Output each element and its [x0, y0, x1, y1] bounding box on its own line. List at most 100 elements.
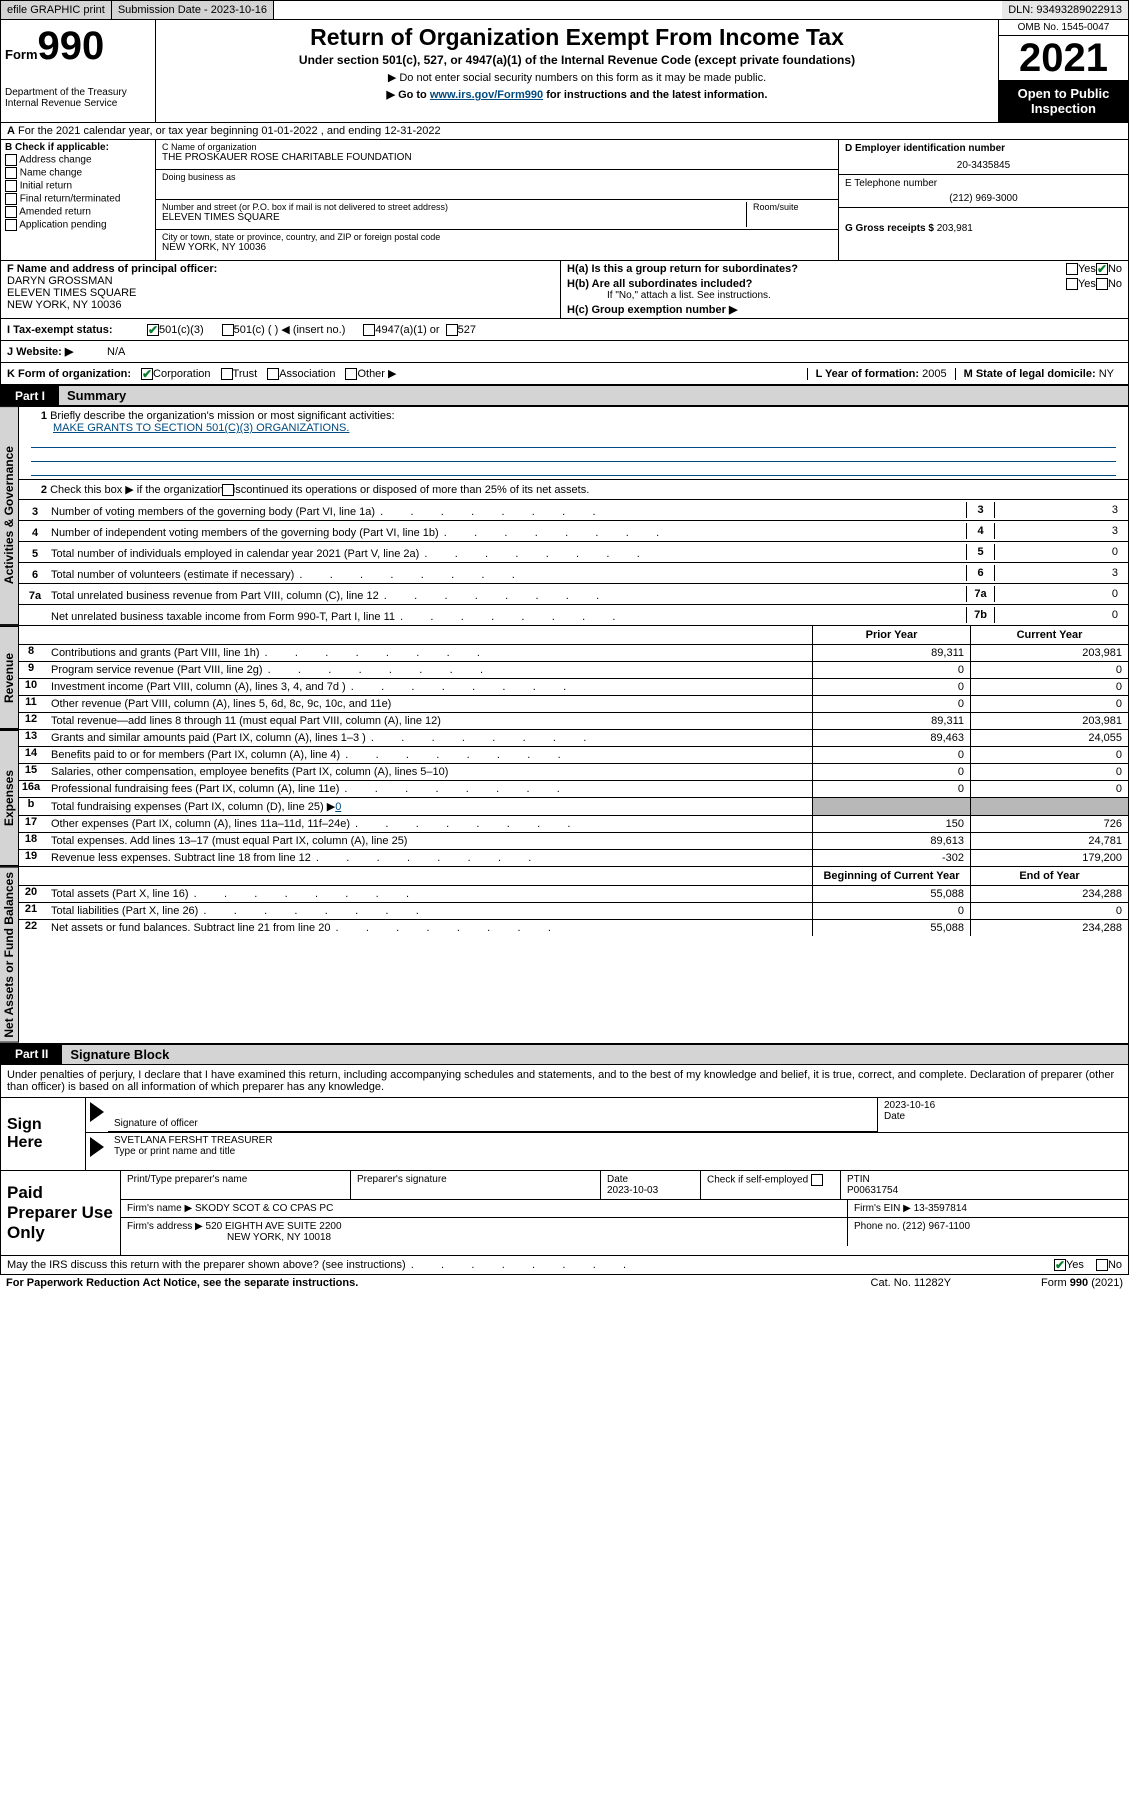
efile-print-button[interactable]: efile GRAPHIC print [1, 1, 112, 19]
tab-net-assets: Net Assets or Fund Balances [0, 867, 19, 1043]
paid-preparer-label: Paid Preparer Use Only [1, 1171, 121, 1255]
form-note-ssn: ▶ Do not enter social security numbers o… [164, 71, 990, 84]
row-a-tax-year: A For the 2021 calendar year, or tax yea… [0, 123, 1129, 140]
l15-p: 0 [812, 764, 970, 780]
col-c-org-info: C Name of organization THE PROSKAUER ROS… [156, 140, 838, 260]
prep-sig-hdr: Preparer's signature [351, 1171, 601, 1199]
l1-text: Briefly describe the organization's miss… [50, 410, 394, 422]
firm-name-label: Firm's name ▶ [127, 1203, 192, 1214]
m-value: NY [1099, 368, 1114, 380]
top-bar: efile GRAPHIC print Submission Date - 20… [0, 0, 1129, 20]
row-a-prefix: A [7, 125, 15, 137]
firm-ein-label: Firm's EIN ▶ [854, 1203, 911, 1214]
part-ii-num: Part II [1, 1045, 62, 1063]
row-j-website: J Website: ▶ N/A [0, 341, 1129, 363]
block-revenue: Revenue Prior YearCurrent Year 8Contribu… [0, 625, 1129, 729]
chk-amended-return[interactable]: Amended return [5, 206, 151, 218]
name-title-label: Type or print name and title [114, 1146, 1122, 1157]
may-irs-yes[interactable] [1054, 1259, 1066, 1271]
officer-name: DARYN GROSSMAN [7, 275, 113, 287]
phone-value: (212) 969-3000 [845, 193, 1122, 204]
row-a-text: For the 2021 calendar year, or tax year … [18, 125, 441, 137]
firm-addr2: NEW YORK, NY 10018 [227, 1232, 331, 1243]
l22-p: 55,088 [812, 920, 970, 936]
chk-self-employed[interactable] [811, 1174, 823, 1186]
officer-addr1: ELEVEN TIMES SQUARE [7, 287, 136, 299]
row-k-form-org: K Form of organization: Corporation Trus… [0, 363, 1129, 385]
form-number-box: Form990 Department of the Treasury Inter… [1, 20, 156, 122]
chk-name-change[interactable]: Name change [5, 167, 151, 179]
block-net-assets: Net Assets or Fund Balances Beginning of… [0, 866, 1129, 1044]
l9-text: Program service revenue (Part VIII, line… [47, 662, 812, 678]
col-current: Current Year [970, 626, 1128, 644]
chk-address-change[interactable]: Address change [5, 154, 151, 166]
chk-final-return[interactable]: Final return/terminated [5, 193, 151, 205]
gross-value: 203,981 [937, 223, 973, 234]
firm-name: SKODY SCOT & CO CPAS PC [195, 1203, 333, 1214]
chk-corporation[interactable] [141, 368, 153, 380]
ha-no[interactable] [1096, 263, 1108, 275]
hb-yes[interactable] [1066, 278, 1078, 290]
l1-value: MAKE GRANTS TO SECTION 501(C)(3) ORGANIZ… [53, 422, 1122, 434]
col-prior: Prior Year [812, 626, 970, 644]
prep-name-hdr: Print/Type preparer's name [121, 1171, 351, 1199]
l16b-text: Total fundraising expenses (Part IX, col… [47, 798, 812, 815]
prep-check-hdr: Check if self-employed [707, 1174, 808, 1185]
chk-other[interactable] [345, 368, 357, 380]
sig-date: 2023-10-16 [884, 1100, 1122, 1111]
chk-initial-return[interactable]: Initial return [5, 180, 151, 192]
chk-527[interactable] [446, 324, 458, 336]
l16a-p: 0 [812, 781, 970, 797]
j-label: J Website: ▶ [7, 345, 107, 358]
chk-501c[interactable] [222, 324, 234, 336]
note2-pre: ▶ Go to [387, 89, 430, 101]
firm-phone-label: Phone no. [854, 1221, 900, 1232]
l4-val: 3 [994, 523, 1124, 539]
page-footer: For Paperwork Reduction Act Notice, see … [0, 1275, 1129, 1291]
footer-mid: Cat. No. 11282Y [871, 1277, 952, 1289]
ptin-value: P00631754 [847, 1185, 898, 1196]
chk-discontinued[interactable] [222, 484, 234, 496]
l9-c: 0 [970, 662, 1128, 678]
l-label: L Year of formation: [816, 368, 920, 380]
l20-text: Total assets (Part X, line 16) [47, 886, 812, 902]
may-irs-no[interactable] [1096, 1259, 1108, 1271]
irs-link[interactable]: www.irs.gov/Form990 [430, 89, 543, 101]
l17-text: Other expenses (Part IX, column (A), lin… [47, 816, 812, 832]
chk-association[interactable] [267, 368, 279, 380]
chk-501c3[interactable] [147, 324, 159, 336]
part-ii-title: Signature Block [62, 1045, 1128, 1064]
chk-application-pending[interactable]: Application pending [5, 219, 151, 231]
l3-text: Number of voting members of the governin… [51, 506, 966, 518]
l12-p: 89,311 [812, 713, 970, 729]
col-f-officer: F Name and address of principal officer:… [1, 261, 561, 318]
l20-p: 55,088 [812, 886, 970, 902]
l10-c: 0 [970, 679, 1128, 695]
chk-4947[interactable] [363, 324, 375, 336]
hb-no[interactable] [1096, 278, 1108, 290]
l13-c: 24,055 [970, 730, 1128, 746]
form-note-link: ▶ Go to www.irs.gov/Form990 for instruct… [164, 88, 990, 101]
l17-c: 726 [970, 816, 1128, 832]
k-label: K Form of organization: [7, 368, 131, 380]
l14-p: 0 [812, 747, 970, 763]
chk-trust[interactable] [221, 368, 233, 380]
ha-yes[interactable] [1066, 263, 1078, 275]
year-box: OMB No. 1545-0047 2021 Open to Public In… [998, 20, 1128, 122]
l8-text: Contributions and grants (Part VIII, lin… [47, 645, 812, 661]
submission-date-button[interactable]: Submission Date - 2023-10-16 [112, 1, 274, 19]
l21-p: 0 [812, 903, 970, 919]
block-expenses: Expenses 13Grants and similar amounts pa… [0, 729, 1129, 866]
l6-val: 3 [994, 565, 1124, 581]
l15-c: 0 [970, 764, 1128, 780]
tab-revenue: Revenue [0, 626, 19, 729]
l18-c: 24,781 [970, 833, 1128, 849]
sign-here-label: Sign Here [1, 1098, 86, 1170]
l12-c: 203,981 [970, 713, 1128, 729]
dln-label: DLN: 93493289022913 [1002, 1, 1128, 19]
l22-text: Net assets or fund balances. Subtract li… [47, 920, 812, 936]
title-box: Return of Organization Exempt From Incom… [156, 20, 998, 122]
tab-governance: Activities & Governance [0, 406, 19, 625]
l14-c: 0 [970, 747, 1128, 763]
col-h-group: H(a) Is this a group return for subordin… [561, 261, 1128, 318]
